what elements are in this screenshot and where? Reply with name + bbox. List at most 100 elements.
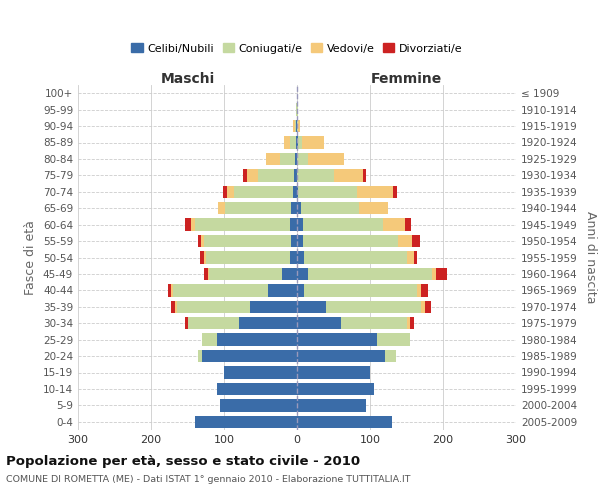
Bar bbox=[224, 366, 297, 378]
Bar bbox=[284, 136, 290, 148]
Bar bbox=[297, 334, 377, 346]
Bar bbox=[407, 252, 414, 264]
Text: Femmine: Femmine bbox=[371, 72, 442, 86]
Bar bbox=[377, 334, 410, 346]
Bar bbox=[301, 202, 359, 214]
Bar bbox=[202, 334, 217, 346]
Text: Popolazione per età, sesso e stato civile - 2010: Popolazione per età, sesso e stato civil… bbox=[6, 455, 360, 468]
Bar bbox=[187, 317, 239, 330]
Bar bbox=[202, 235, 203, 247]
Bar bbox=[204, 268, 208, 280]
Bar bbox=[243, 169, 247, 181]
Bar bbox=[297, 136, 298, 148]
Bar bbox=[297, 252, 304, 264]
Bar bbox=[283, 268, 297, 280]
Text: Maschi: Maschi bbox=[160, 72, 215, 86]
Bar bbox=[297, 383, 374, 395]
Bar bbox=[226, 202, 291, 214]
Bar bbox=[291, 235, 297, 247]
Bar bbox=[247, 169, 257, 181]
Bar bbox=[405, 218, 411, 231]
Bar bbox=[398, 235, 412, 247]
Bar bbox=[200, 252, 203, 264]
Bar bbox=[297, 169, 334, 181]
Bar bbox=[297, 284, 304, 296]
Bar bbox=[290, 252, 297, 264]
Bar bbox=[266, 153, 280, 165]
Bar bbox=[172, 300, 175, 313]
Bar bbox=[209, 268, 283, 280]
Bar bbox=[326, 300, 421, 313]
Bar bbox=[234, 186, 293, 198]
Bar bbox=[297, 120, 298, 132]
Bar bbox=[436, 268, 446, 280]
Bar bbox=[297, 350, 385, 362]
Bar bbox=[425, 300, 431, 313]
Bar bbox=[297, 399, 367, 411]
Bar bbox=[203, 235, 291, 247]
Bar bbox=[302, 136, 324, 148]
Bar bbox=[203, 252, 206, 264]
Bar bbox=[268, 284, 297, 296]
Bar bbox=[195, 218, 290, 231]
Bar bbox=[218, 202, 226, 214]
Bar bbox=[185, 218, 191, 231]
Bar bbox=[308, 153, 344, 165]
Bar bbox=[357, 186, 394, 198]
Bar bbox=[295, 153, 297, 165]
Bar bbox=[172, 284, 173, 296]
Bar bbox=[414, 252, 418, 264]
Bar bbox=[208, 268, 209, 280]
Bar bbox=[296, 136, 297, 148]
Bar bbox=[303, 235, 398, 247]
Bar bbox=[304, 284, 418, 296]
Bar bbox=[280, 153, 295, 165]
Bar bbox=[168, 284, 172, 296]
Bar bbox=[410, 317, 414, 330]
Bar bbox=[412, 235, 419, 247]
Bar bbox=[195, 416, 297, 428]
Bar bbox=[296, 120, 297, 132]
Bar bbox=[199, 350, 202, 362]
Bar bbox=[185, 317, 187, 330]
Bar bbox=[217, 383, 297, 395]
Bar bbox=[297, 366, 370, 378]
Bar bbox=[297, 186, 298, 198]
Bar bbox=[206, 252, 290, 264]
Bar bbox=[298, 120, 300, 132]
Y-axis label: Fasce di età: Fasce di età bbox=[25, 220, 37, 295]
Bar bbox=[223, 186, 227, 198]
Bar bbox=[394, 186, 397, 198]
Bar bbox=[297, 268, 308, 280]
Bar bbox=[220, 399, 297, 411]
Bar bbox=[297, 202, 301, 214]
Bar bbox=[297, 416, 392, 428]
Y-axis label: Anni di nascita: Anni di nascita bbox=[584, 211, 597, 304]
Bar bbox=[173, 284, 268, 296]
Bar bbox=[257, 169, 294, 181]
Bar bbox=[418, 284, 421, 296]
Bar bbox=[175, 300, 176, 313]
Bar bbox=[303, 218, 383, 231]
Bar bbox=[298, 136, 302, 148]
Text: COMUNE DI ROMETTA (ME) - Dati ISTAT 1° gennaio 2010 - Elaborazione TUTTITALIA.IT: COMUNE DI ROMETTA (ME) - Dati ISTAT 1° g… bbox=[6, 475, 410, 484]
Bar bbox=[290, 218, 297, 231]
Bar bbox=[198, 235, 202, 247]
Bar bbox=[239, 317, 297, 330]
Bar bbox=[297, 104, 298, 116]
Bar bbox=[432, 268, 436, 280]
Bar bbox=[385, 350, 395, 362]
Bar bbox=[297, 235, 303, 247]
Bar bbox=[202, 350, 297, 362]
Bar bbox=[407, 317, 410, 330]
Bar bbox=[297, 218, 303, 231]
Bar bbox=[297, 317, 341, 330]
Bar bbox=[250, 300, 297, 313]
Bar bbox=[359, 202, 388, 214]
Legend: Celibi/Nubili, Coniugati/e, Vedovi/e, Divorziati/e: Celibi/Nubili, Coniugati/e, Vedovi/e, Di… bbox=[127, 39, 467, 58]
Bar bbox=[217, 334, 297, 346]
Bar bbox=[297, 153, 308, 165]
Bar bbox=[293, 120, 295, 132]
Bar bbox=[421, 284, 428, 296]
Bar bbox=[295, 120, 296, 132]
